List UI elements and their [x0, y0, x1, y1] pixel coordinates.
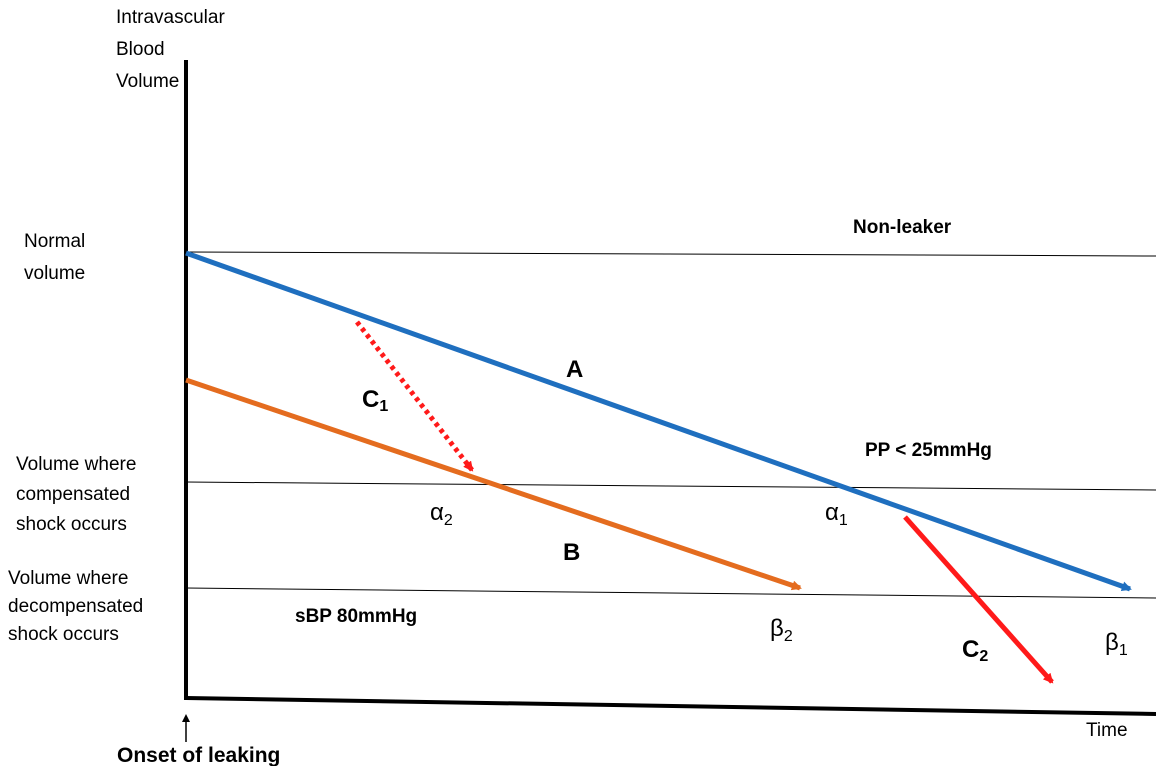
- decompensated-shock-line: [185, 587, 1156, 599]
- curve-b-line: [185, 377, 802, 591]
- compensated-shock-label: Volume where compensated shock occurs: [16, 454, 142, 535]
- curve-a-label: A: [566, 356, 583, 383]
- pp-threshold-note: PP < 25mmHg: [865, 440, 992, 461]
- curve-b-label: B: [563, 539, 580, 566]
- x-axis: [185, 696, 1156, 716]
- alpha1-label: α1: [825, 499, 848, 529]
- normal-volume-line: [185, 251, 1156, 257]
- sbp-threshold-note: sBP 80mmHg: [295, 606, 417, 627]
- decompensated-shock-label: Volume where decompensated shock occurs: [8, 568, 149, 645]
- curve-c1-label: C1: [362, 386, 388, 415]
- y-axis-title: Intravascular Blood Volume: [116, 7, 230, 92]
- compensated-shock-line: [185, 481, 1156, 491]
- normal-volume-label: Normal volume: [24, 231, 91, 284]
- beta1-label: β1: [1105, 629, 1128, 659]
- beta2-label: β2: [770, 615, 793, 645]
- curve-c2-label: C2: [962, 636, 988, 665]
- onset-label: Onset of leaking: [117, 744, 280, 766]
- curve-a-line: [185, 250, 1132, 592]
- x-axis-title: Time: [1086, 720, 1128, 741]
- curve-c2-line: [903, 515, 1054, 684]
- alpha2-label: α2: [430, 499, 453, 529]
- non-leaker-note: Non-leaker: [853, 217, 952, 238]
